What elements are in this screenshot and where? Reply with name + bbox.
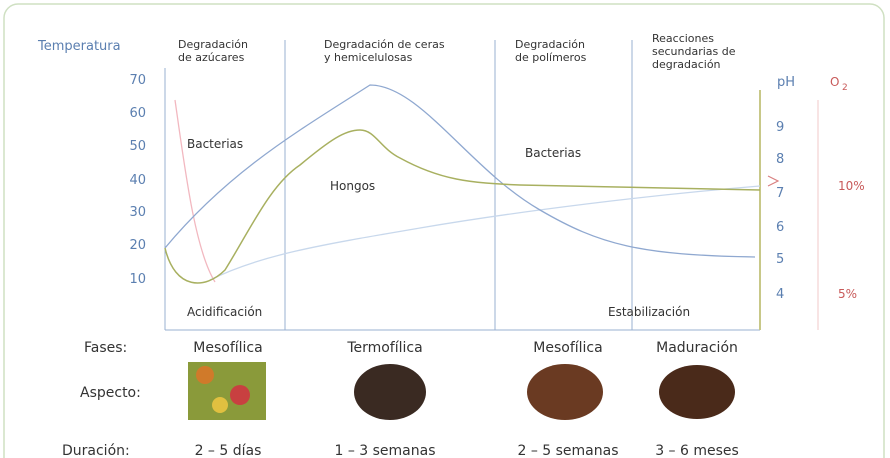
process-label: Degradación de ceras <box>324 38 445 51</box>
big: 2 – 5 días <box>195 443 262 458</box>
pink: O <box>830 75 839 89</box>
blue: 70 <box>129 73 146 88</box>
process-label: Degradación <box>515 38 585 51</box>
process-label: secundarias de <box>652 45 736 58</box>
process-label: degradación <box>652 58 721 71</box>
blue: 9 <box>776 120 784 135</box>
blue: 7 <box>776 186 784 201</box>
blue: 50 <box>129 139 146 154</box>
process-label: Reacciones <box>652 32 714 45</box>
o2-curve <box>209 185 761 281</box>
plot-lines <box>164 40 819 331</box>
image <box>659 365 735 419</box>
blue: 10 <box>129 272 146 287</box>
temperature-curve <box>164 84 756 258</box>
blue: pH <box>777 75 795 90</box>
aspect-images <box>188 362 735 420</box>
big: Aspecto: <box>80 385 141 401</box>
process-label: Degradación <box>178 38 248 51</box>
ph-curve <box>164 129 761 284</box>
blue: Temperatura <box>37 39 121 54</box>
arrow <box>767 175 780 187</box>
big: Mesofílica <box>533 340 602 356</box>
big: Maduración <box>656 340 738 356</box>
blue: 20 <box>129 238 146 253</box>
big: Mesofílica <box>193 340 262 356</box>
big: Duración: <box>62 443 130 458</box>
big: 2 – 5 semanas <box>517 443 618 458</box>
blue: 4 <box>776 287 784 302</box>
annotation: Estabilización <box>608 305 690 319</box>
process-label: de polímeros <box>515 51 587 64</box>
pink: 10% <box>838 179 865 193</box>
annotation: Bacterias <box>525 146 581 160</box>
image <box>196 366 214 384</box>
pink: 5% <box>838 287 857 301</box>
bacteria-curve <box>174 99 216 283</box>
image <box>527 364 603 420</box>
process-label: de azúcares <box>178 51 245 64</box>
frame <box>3 3 885 458</box>
annotation: Acidificación <box>187 305 262 319</box>
blue: 6 <box>776 220 784 235</box>
big: Fases: <box>84 340 127 356</box>
blue: 5 <box>776 252 784 267</box>
big: 1 – 3 semanas <box>334 443 435 458</box>
blue: 30 <box>129 205 146 220</box>
pink: 2 <box>842 83 848 93</box>
process-label: y hemicelulosas <box>324 51 413 64</box>
big: Termofílica <box>346 340 422 356</box>
blue: 40 <box>129 173 146 188</box>
big: 3 – 6 meses <box>655 443 739 458</box>
image <box>354 364 426 420</box>
blue: 60 <box>129 106 146 121</box>
annotation: Bacterias <box>187 137 243 151</box>
blue: 8 <box>776 152 784 167</box>
annotation: Hongos <box>330 179 375 193</box>
image <box>230 385 250 405</box>
image <box>212 397 228 413</box>
